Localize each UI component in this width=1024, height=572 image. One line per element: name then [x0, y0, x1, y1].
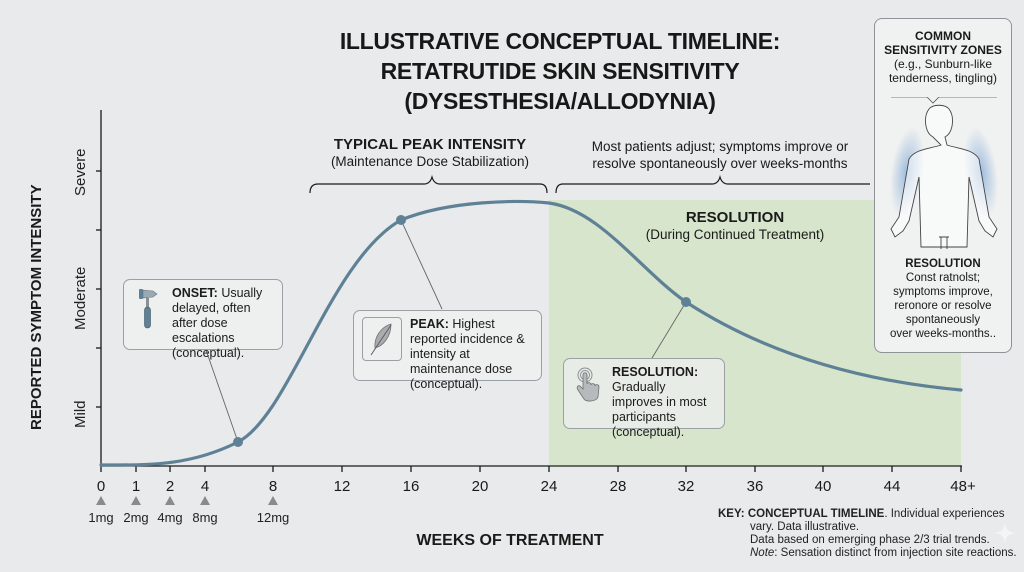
chart-key: KEY: CONCEPTUAL TIMELINE. Individual exp… [718, 508, 1018, 560]
x-tick: 0 [96, 478, 106, 495]
onset-description: Usually delayed, often after dose escala… [172, 286, 263, 360]
resolution-marker [681, 297, 691, 307]
key-bold: CONCEPTUAL TIMELINE [747, 508, 885, 520]
x-tick: 20 [471, 478, 489, 495]
x-tick: 16 [402, 478, 420, 495]
y-tick-moderate: Moderate [72, 266, 89, 330]
key-line1: KEY: CONCEPTUAL TIMELINE. Individual exp… [718, 508, 1018, 521]
chart-title: ILLUSTRATIVE CONCEPTUAL TIMELINE: RETATR… [240, 26, 880, 116]
x-axis-label: WEEKS OF TREATMENT [416, 532, 604, 549]
resolution-band-title: RESOLUTION [685, 209, 785, 226]
resolution-label: RESOLUTION: [612, 365, 699, 379]
feather-icon [362, 317, 402, 361]
adjust-heading: Most patients adjust; symptoms improve o… [560, 138, 880, 172]
zones-title-line2: SENSITIVITY ZONES [884, 43, 1002, 57]
panel-resolution-line: symptoms improve, [893, 286, 993, 298]
resolution-band-subtitle: (During Continued Treatment) [645, 227, 825, 242]
dose-escalation-markers [96, 496, 278, 505]
peak-callout-text: PEAK: Highest reported incidence & inten… [410, 317, 533, 392]
key-note-label: Note [750, 547, 775, 559]
adjust-line2: resolve spontaneously over weeks-months [592, 156, 848, 171]
touch-hand-icon [572, 365, 604, 405]
dose-label: 8mg [192, 510, 218, 525]
sensitivity-zones-panel: COMMON SENSITIVITY ZONES (e.g., Sunburn-… [874, 18, 1012, 353]
peak-marker [396, 215, 406, 225]
sensitivity-zones-heading: COMMON SENSITIVITY ZONES (e.g., Sunburn-… [875, 29, 1011, 85]
reflex-hammer-icon [132, 286, 164, 330]
panel-resolution-line: spontaneously [905, 314, 981, 326]
x-tick: 1 [131, 478, 141, 495]
key-prefix: KEY: [718, 508, 745, 520]
onset-callout-text: ONSET: Usually delayed, often after dose… [172, 286, 274, 361]
adjust-bracket [555, 174, 870, 194]
key-line3: Data based on emerging phase 2/3 trial t… [750, 534, 990, 546]
onset-marker [233, 437, 243, 447]
y-tick-mild: Mild [72, 400, 89, 428]
chart-title-line1: ILLUSTRATIVE CONCEPTUAL TIMELINE: [339, 28, 781, 54]
chart-title-line2: RETATRUTIDE SKIN SENSITIVITY (DYSESTHESI… [380, 58, 740, 114]
resolution-callout: RESOLUTION: Gradually improves in most p… [563, 358, 725, 439]
peak-bracket [309, 174, 548, 194]
y-axis-label: REPORTED SYMPTOM INTENSITY [28, 184, 45, 430]
resolution-band-label: RESOLUTION (During Continued Treatment) [600, 209, 870, 243]
panel-resolution-line: Const ratnolst; [905, 272, 981, 284]
x-tick: 4 [200, 478, 210, 495]
dose-label: 12mg [256, 510, 290, 525]
x-tick: 28 [609, 478, 627, 495]
peak-intensity-title: TYPICAL PEAK INTENSITY [333, 136, 527, 153]
dose-label: 1mg [88, 510, 114, 525]
x-tick: 24 [540, 478, 558, 495]
adjust-line1: Most patients adjust; symptoms improve o… [591, 139, 849, 154]
onset-label: ONSET: [172, 286, 218, 300]
x-tick: 32 [677, 478, 695, 495]
onset-callout: ONSET: Usually delayed, often after dose… [123, 279, 283, 360]
zones-subtitle-line1: (e.g., Sunburn-like [893, 57, 993, 71]
x-tick: 2 [165, 478, 175, 495]
zones-title-line1: COMMON [915, 29, 971, 43]
dose-label: 2mg [123, 510, 149, 525]
panel-resolution-line: reronore or resolve [894, 300, 992, 312]
key-note-text: : Sensation distinct from injection site… [774, 547, 1017, 559]
x-tick: 40 [814, 478, 832, 495]
key-note: Note: Sensation distinct from injection … [718, 547, 1018, 560]
x-tick: 12 [333, 478, 351, 495]
x-tick: 36 [746, 478, 764, 495]
peak-intensity-subtitle: (Maintenance Dose Stabilization) [330, 154, 530, 169]
key-line1-rest: . Individual experiences [884, 508, 1005, 520]
key-line2: vary. Data illustrative. [750, 521, 860, 533]
curve-markers [233, 215, 691, 447]
panel-resolution-title: RESOLUTION [905, 258, 981, 270]
resolution-callout-text: RESOLUTION: Gradually improves in most p… [612, 365, 716, 440]
peak-label: PEAK: [410, 317, 449, 331]
x-tick: 48+ [950, 478, 976, 495]
peak-intensity-heading: TYPICAL PEAK INTENSITY (Maintenance Dose… [300, 136, 560, 170]
x-tick: 44 [883, 478, 901, 495]
y-tick-severe: Severe [72, 148, 89, 196]
panel-resolution-line: over weeks-months.. [889, 328, 997, 340]
x-axis-ticks [100, 466, 962, 472]
peak-description: Highest reported incidence & intensity a… [410, 317, 525, 391]
zones-subtitle-line2: tenderness, tingling) [888, 71, 998, 85]
resolution-description: Gradually improves in most participants … [612, 380, 707, 439]
x-tick: 8 [268, 478, 278, 495]
sparkle-icon [994, 522, 1016, 544]
dose-label: 4mg [157, 510, 183, 525]
panel-resolution-note: RESOLUTION Const ratnolst; symptoms impr… [875, 257, 1011, 341]
body-outline-icon [889, 97, 999, 249]
callout-leader-lines [205, 219, 687, 443]
peak-callout: PEAK: Highest reported incidence & inten… [353, 310, 542, 391]
y-axis-ticks [96, 170, 101, 408]
